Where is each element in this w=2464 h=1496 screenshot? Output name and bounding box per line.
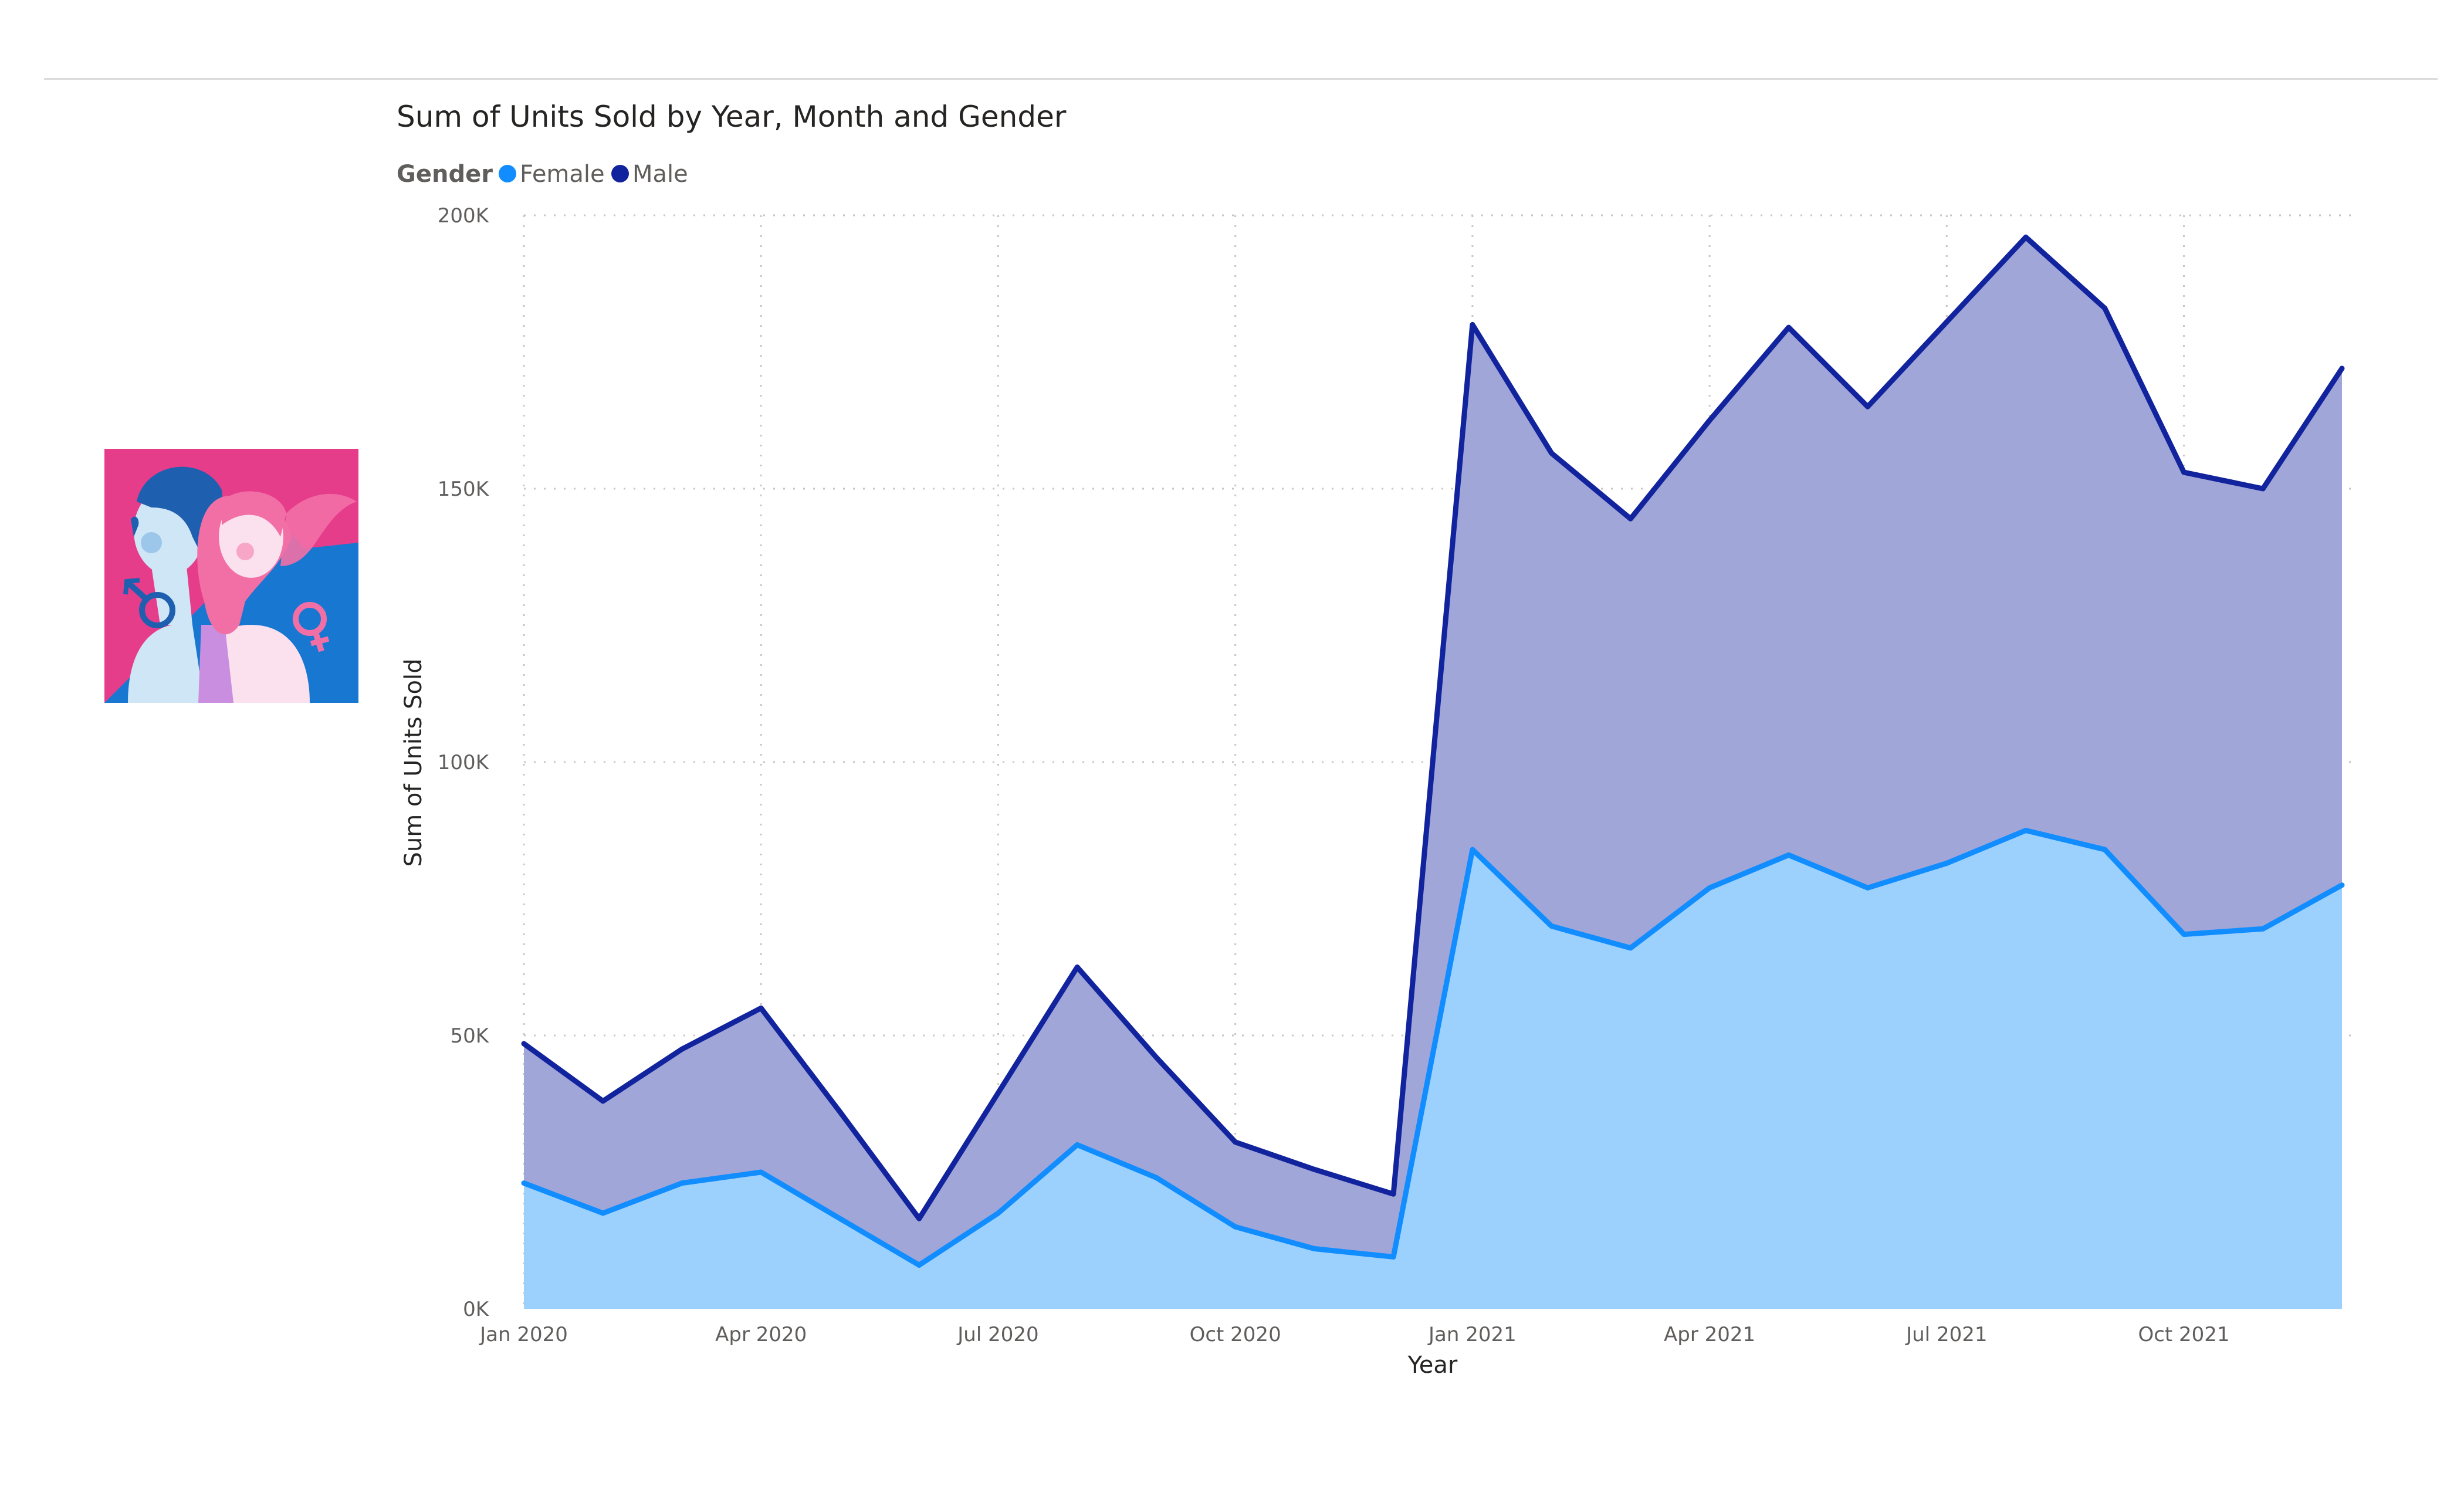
area-female[interactable]: [524, 830, 2342, 1309]
line-female[interactable]: [521, 828, 2345, 1268]
x-tick-label: Apr 2021: [1664, 1323, 1755, 1346]
y-tick-label: 200K: [438, 204, 490, 228]
area-male[interactable]: [524, 237, 2342, 1265]
x-tick-label: Oct 2020: [1190, 1323, 1281, 1346]
chart-title: Sum of Units Sold by Year, Month and Gen…: [397, 100, 1067, 134]
top-divider: [44, 78, 2438, 80]
x-tick-label: Jan 2020: [479, 1323, 568, 1346]
y-tick-label: 150K: [438, 478, 490, 501]
plot-area: [521, 234, 2345, 1309]
legend-swatch-female[interactable]: [499, 165, 516, 182]
y-tick-label: 100K: [438, 751, 490, 774]
legend: Gender Female Male: [397, 161, 688, 188]
legend-label-female[interactable]: Female: [520, 161, 605, 188]
y-tick-label: 0K: [463, 1298, 490, 1321]
x-tick-label: Oct 2021: [2138, 1323, 2229, 1346]
legend-title: Gender: [397, 161, 493, 188]
y-axis-title: Sum of Units Sold: [400, 658, 427, 867]
y-tick-label: 50K: [450, 1024, 489, 1048]
legend-label-male[interactable]: Male: [632, 161, 688, 188]
x-tick-label: Jan 2021: [1427, 1323, 1517, 1346]
x-axis: Jan 2020 Apr 2020 Jul 2020 Oct 2020 Jan 2021…: [479, 1323, 2229, 1346]
line-male[interactable]: [521, 234, 2345, 1221]
x-tick-label: Jul 2020: [956, 1323, 1038, 1346]
gender-illustration-icon: [104, 449, 358, 703]
x-tick-label: Apr 2020: [715, 1323, 807, 1346]
x-tick-label: Jul 2021: [1905, 1323, 1987, 1346]
y-axis: 0K 50K 100K 150K 200K: [438, 204, 490, 1321]
legend-swatch-male[interactable]: [611, 165, 629, 182]
x-axis-title: Year: [1407, 1352, 1458, 1379]
